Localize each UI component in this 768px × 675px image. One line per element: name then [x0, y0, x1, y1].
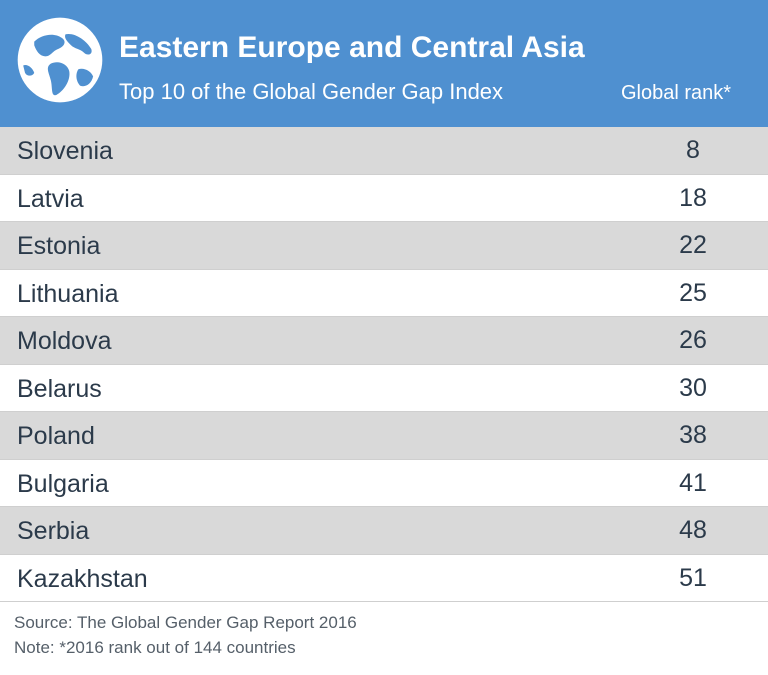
country-name: Bulgaria [17, 469, 109, 498]
rank-table: Slovenia 8 Latvia 18 Estonia 22 Lithuani… [0, 127, 768, 602]
country-rank: 26 [679, 326, 707, 354]
page-subtitle: Top 10 of the Global Gender Gap Index [119, 79, 504, 104]
country-rank: 8 [686, 136, 700, 164]
country-name: Serbia [17, 517, 90, 545]
country-name: Poland [17, 422, 95, 450]
table-row: Slovenia 8 [0, 127, 768, 175]
country-rank: 41 [679, 468, 707, 497]
table-row: Bulgaria 41 [0, 460, 768, 507]
rank-note: Note: *2016 rank out of 144 countries [14, 638, 296, 657]
country-name: Lithuania [17, 279, 119, 308]
table-row: Serbia 48 [0, 507, 768, 555]
country-rank: 30 [679, 373, 707, 402]
table-row: Estonia 22 [0, 222, 768, 270]
table-row: Poland 38 [0, 412, 768, 460]
table-row: Kazakhstan 51 [0, 555, 768, 602]
country-name: Kazakhstan [17, 564, 148, 593]
country-name: Belarus [17, 374, 102, 403]
country-name: Slovenia [17, 137, 113, 165]
table-row: Lithuania 25 [0, 270, 768, 317]
country-rank: 38 [679, 421, 707, 449]
table-header: Eastern Europe and Central Asia Top 10 o… [0, 0, 768, 127]
country-rank: 22 [679, 231, 707, 259]
country-rank: 18 [679, 183, 707, 212]
page-title: Eastern Europe and Central Asia [119, 31, 585, 64]
country-name: Estonia [17, 232, 101, 260]
footnotes: Source: The Global Gender Gap Report 201… [14, 610, 357, 660]
table-row: Belarus 30 [0, 365, 768, 412]
table-row: Latvia 18 [0, 175, 768, 222]
country-name: Moldova [17, 327, 112, 355]
table-row: Moldova 26 [0, 317, 768, 365]
country-rank: 25 [679, 278, 707, 307]
country-rank: 51 [679, 563, 707, 592]
globe-icon [17, 17, 103, 103]
rank-column-header: Global rank* [621, 82, 732, 104]
country-name: Latvia [17, 184, 84, 213]
country-rank: 48 [679, 516, 707, 544]
source-note: Source: The Global Gender Gap Report 201… [14, 613, 357, 632]
